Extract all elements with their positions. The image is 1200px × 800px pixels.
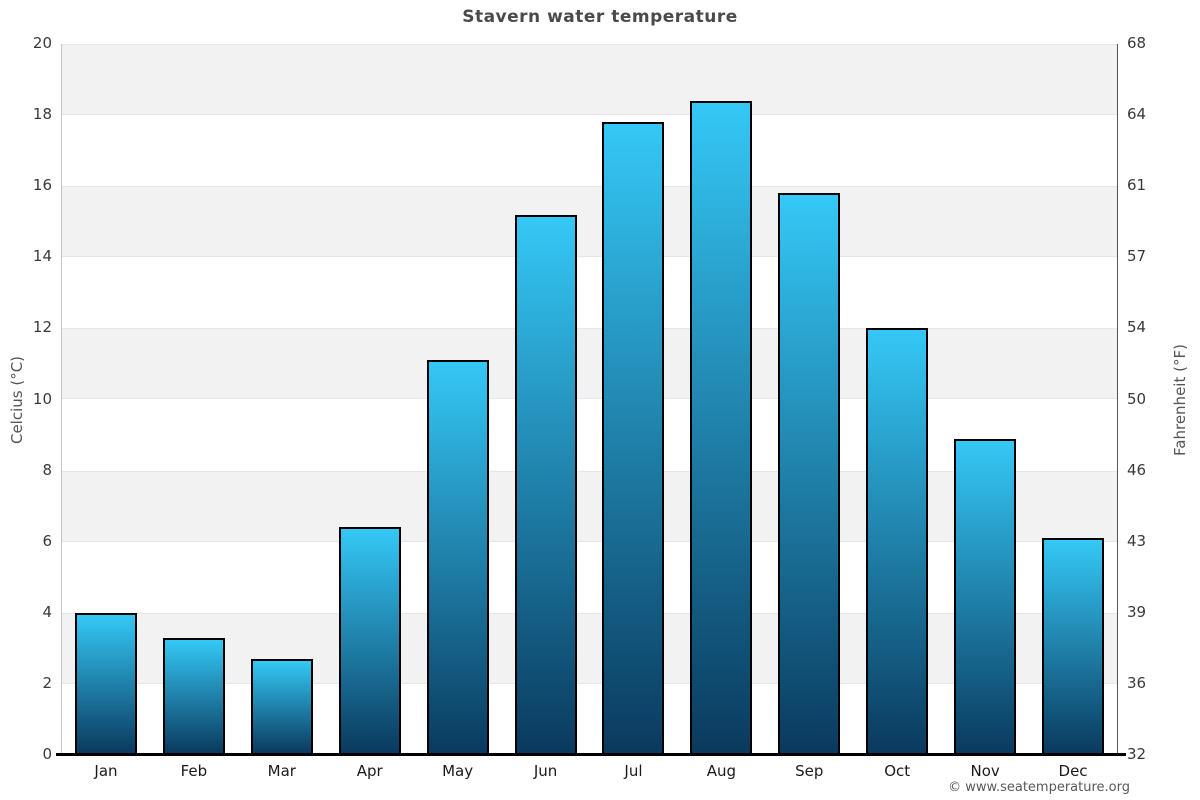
- fahrenheit-tick-64: 64: [1127, 105, 1147, 124]
- fahrenheit-axis-title: Fahrenheit (°F): [1171, 344, 1189, 456]
- grid-band: [62, 328, 1117, 400]
- copyright-text: © www.seatemperature.org: [948, 780, 1130, 795]
- celsius-tick-18: 18: [32, 105, 52, 124]
- bar-sep: [778, 193, 841, 755]
- fahrenheit-tick-54: 54: [1127, 318, 1147, 337]
- bar-apr: [338, 527, 401, 755]
- bar-dec: [1042, 538, 1105, 755]
- grid-band: [62, 186, 1117, 258]
- celsius-tick-20: 20: [32, 34, 52, 52]
- month-label-sep: Sep: [795, 762, 824, 780]
- bar-jul: [602, 122, 665, 755]
- bar-oct: [866, 328, 929, 755]
- bar-mar: [250, 659, 313, 755]
- fahrenheit-tick-50: 50: [1127, 389, 1147, 408]
- month-label-feb: Feb: [180, 762, 208, 780]
- fahrenheit-tick-46: 46: [1127, 460, 1147, 479]
- fahrenheit-tick-32: 32: [1127, 745, 1147, 763]
- month-label-dec: Dec: [1058, 762, 1088, 780]
- fahrenheit-tick-43: 43: [1127, 531, 1147, 550]
- chart-title: Stavern water temperature: [462, 7, 738, 27]
- bottom-axis-line: [56, 753, 1126, 756]
- fahrenheit-tick-39: 39: [1127, 602, 1147, 621]
- celsius-tick-14: 14: [32, 247, 52, 266]
- fahrenheit-tick-36: 36: [1127, 673, 1147, 692]
- bar-feb: [162, 637, 225, 755]
- month-label-mar: Mar: [267, 762, 296, 780]
- bar-jan: [74, 612, 137, 755]
- celsius-tick-0: 0: [42, 745, 52, 763]
- right-axis-line: [1117, 44, 1118, 755]
- plot-area: [62, 44, 1117, 755]
- celsius-tick-8: 8: [42, 460, 52, 479]
- celsius-tick-10: 10: [32, 389, 52, 408]
- month-label-oct: Oct: [884, 762, 911, 780]
- left-axis-line: [61, 44, 62, 755]
- bar-jun: [514, 214, 577, 755]
- celsius-tick-4: 4: [42, 602, 52, 621]
- celsius-axis-title: Celcius (°C): [8, 355, 26, 445]
- fahrenheit-tick-57: 57: [1127, 247, 1147, 266]
- grid-band: [62, 44, 1117, 116]
- celsius-tick-2: 2: [42, 673, 52, 692]
- month-label-jul: Jul: [624, 762, 643, 780]
- celsius-tick-6: 6: [42, 531, 52, 550]
- celsius-tick-16: 16: [32, 176, 52, 195]
- month-label-aug: Aug: [706, 762, 736, 780]
- month-label-nov: Nov: [970, 762, 1000, 780]
- month-label-apr: Apr: [356, 762, 383, 780]
- bar-nov: [954, 438, 1017, 755]
- month-label-jun: Jun: [533, 762, 558, 780]
- month-label-jan: Jan: [94, 762, 118, 780]
- grid-band: [62, 470, 1117, 542]
- celsius-tick-12: 12: [32, 318, 52, 337]
- month-label-may: May: [442, 762, 474, 780]
- bar-aug: [690, 100, 753, 755]
- bar-may: [426, 360, 489, 755]
- grid-band: [62, 612, 1117, 684]
- fahrenheit-tick-68: 68: [1127, 34, 1147, 52]
- fahrenheit-tick-61: 61: [1127, 176, 1147, 195]
